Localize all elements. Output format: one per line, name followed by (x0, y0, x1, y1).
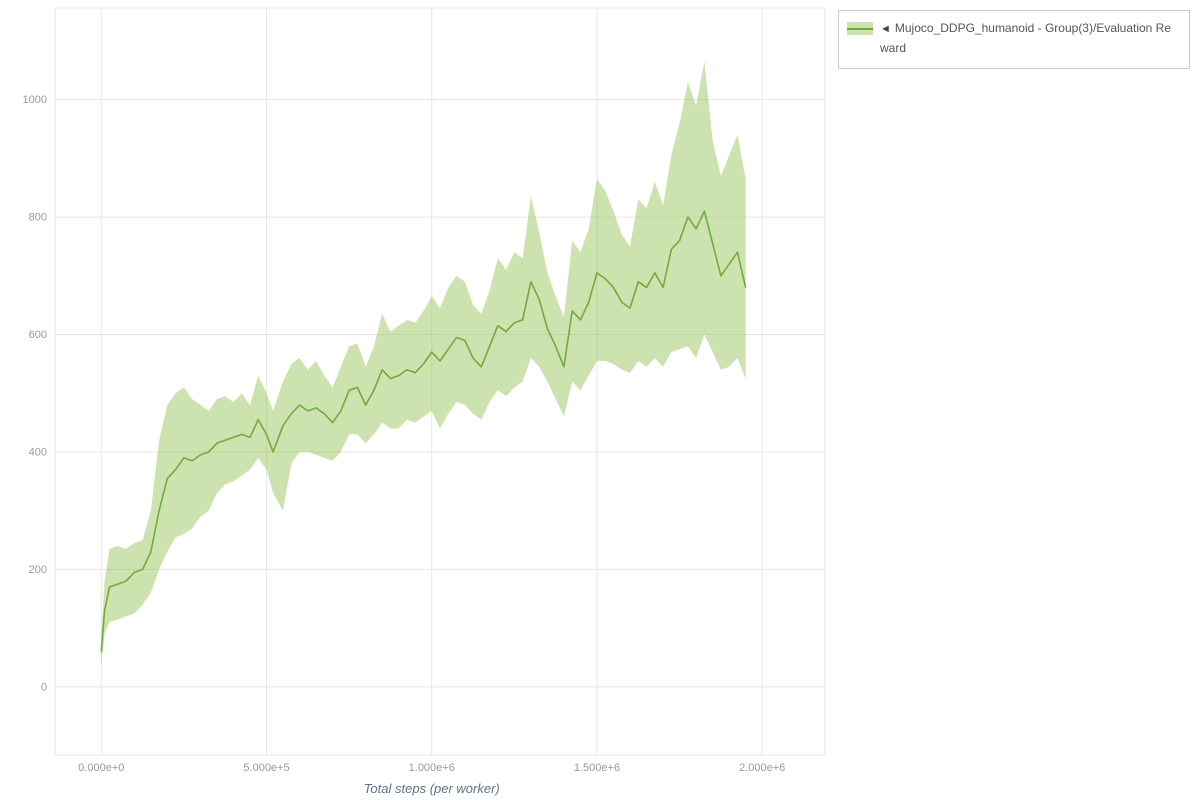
y-tick-label: 600 (29, 329, 47, 341)
y-tick-label: 400 (29, 446, 47, 458)
x-tick-label: 5.000e+5 (243, 762, 289, 774)
x-tick-label: 1.000e+6 (409, 762, 455, 774)
x-tick-label: 1.500e+6 (574, 762, 620, 774)
legend-entry[interactable]: ◄ Mujoco_DDPG_humanoid - Group(3)/Evaluat… (880, 19, 1179, 59)
y-tick-label: 0 (41, 681, 47, 693)
legend-series-label: Mujoco_DDPG_humanoid - Group(3)/Evaluati… (880, 21, 1172, 55)
y-tick-label: 800 (29, 212, 47, 224)
y-tick-label: 200 (29, 564, 47, 576)
legend[interactable]: ◄ Mujoco_DDPG_humanoid - Group(3)/Evaluat… (838, 10, 1190, 69)
legend-line-sample (847, 27, 873, 30)
x-tick-label: 2.000e+6 (739, 762, 785, 774)
plot-border (54, 7, 826, 756)
series-line (100, 210, 747, 652)
x-tick-label: 0.000e+0 (78, 762, 124, 774)
x-axis-title: Total steps (per worker) (364, 781, 500, 796)
y-tick-label: 1000 (23, 94, 47, 106)
legend-series-swatch (847, 22, 873, 35)
collapse-triangle-icon: ◄ (880, 23, 891, 35)
